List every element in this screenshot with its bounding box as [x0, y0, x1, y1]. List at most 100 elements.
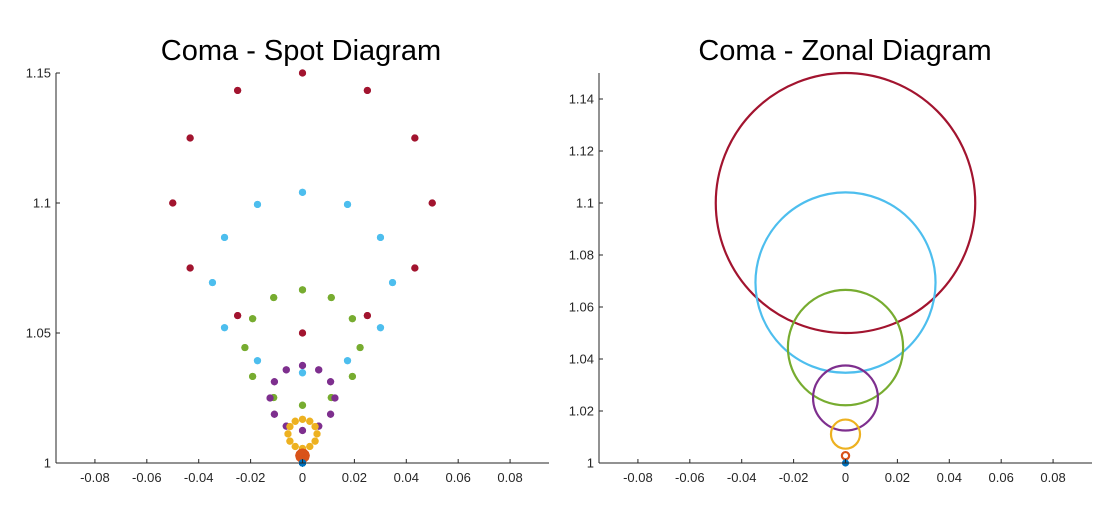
spot-point [297, 448, 305, 457]
zone-circle [754, 191, 937, 374]
spot-point [291, 442, 299, 451]
spot-point [266, 394, 274, 402]
spot-point [313, 430, 321, 438]
spot-point [249, 372, 257, 381]
zone-circle [829, 418, 862, 450]
spot-point [326, 410, 335, 418]
spot-x-tick-label: -0.08 [80, 470, 110, 485]
spot-diagram-title: Coma - Spot Diagram [161, 35, 441, 67]
spot-point [326, 378, 335, 386]
zonal-x-tick-label: 0.02 [885, 470, 910, 485]
spot-y-tick-label: 1.1 [33, 196, 51, 211]
spot-point [284, 430, 292, 438]
zonal-x-tick-label: 0 [842, 470, 849, 485]
spot-point [428, 199, 436, 207]
spot-point [270, 293, 278, 302]
spot-point [282, 366, 290, 374]
zonal-diagram-chart: Coma - Zonal Diagram -0.08 -0.06 -0.04 -0.0… [569, 35, 1092, 485]
zonal-x-tick-label: -0.02 [779, 470, 809, 485]
spot-point [411, 134, 419, 142]
spot-x-tick-label: -0.04 [184, 470, 214, 485]
zonal-y-tick-label: 1.12 [569, 144, 594, 159]
zonal-y-tick-label: 1 [587, 456, 594, 471]
spot-point [356, 343, 364, 352]
spot-y-tick-label: 1 [44, 456, 51, 471]
spot-point [298, 188, 307, 196]
spot-point [363, 86, 371, 95]
spot-diagram-ticks: -0.08 -0.06 -0.04 -0.02 0 0.02 0.04 0.06 0.08 1 1.… [26, 66, 523, 486]
zonal-x-tick-label: 0.06 [989, 470, 1014, 485]
spot-point [315, 366, 323, 374]
zone-circle [811, 364, 880, 432]
spot-point [298, 69, 307, 77]
zonal-y-tick-label: 1.1 [576, 196, 594, 211]
spot-y-tick-label: 1.15 [26, 66, 51, 81]
spot-point [234, 311, 242, 320]
zonal-diagram-ticks: -0.08 -0.06 -0.04 -0.02 0 0.02 0.04 0.06 0.08 1 1.… [569, 92, 1066, 486]
spot-point [348, 372, 356, 381]
spot-point [298, 415, 307, 423]
spot-diagram-points [169, 69, 436, 467]
zone-circle [786, 288, 905, 407]
spot-point [286, 423, 294, 431]
spot-point [298, 286, 307, 294]
spot-x-tick-label: 0.06 [446, 470, 471, 485]
spot-point [241, 343, 249, 352]
spot-point [306, 442, 314, 451]
zonal-x-tick-label: -0.04 [727, 470, 757, 485]
spot-x-tick-label: -0.02 [236, 470, 266, 485]
spot-point [253, 357, 262, 365]
spot-x-tick-label: -0.06 [132, 470, 162, 485]
spot-point [249, 315, 257, 323]
zonal-y-tick-label: 1.06 [569, 300, 594, 315]
spot-point [311, 423, 319, 431]
spot-point [270, 410, 279, 418]
spot-x-tick-label: 0 [299, 470, 306, 485]
spot-point [343, 357, 352, 365]
spot-point [298, 426, 307, 435]
zonal-x-tick-label: -0.08 [623, 470, 653, 485]
zonal-x-tick-label: 0.08 [1040, 470, 1065, 485]
spot-point [208, 278, 217, 287]
spot-point [348, 315, 356, 323]
spot-point [286, 437, 294, 445]
zonal-x-tick-label: 0.04 [937, 470, 962, 485]
spot-point [363, 311, 371, 320]
zonal-diagram-title: Coma - Zonal Diagram [698, 35, 991, 67]
spot-point [306, 417, 314, 425]
zone-circle [840, 450, 851, 461]
spot-point [331, 394, 339, 402]
spot-point [253, 200, 262, 209]
spot-diagram-chart: Coma - Spot Diagram -0.08 -0.06 -0.04 -0.02… [26, 35, 549, 485]
spot-point [388, 278, 397, 287]
spot-point [186, 264, 194, 272]
zonal-y-tick-label: 1.08 [569, 248, 594, 263]
spot-point [411, 264, 419, 272]
spot-point [376, 324, 385, 332]
zonal-diagram-circles [714, 71, 977, 467]
zone-circle [714, 71, 977, 335]
spot-point [234, 86, 242, 95]
spot-point [220, 324, 229, 332]
spot-point [270, 378, 279, 386]
zonal-y-tick-label: 1.02 [569, 404, 594, 419]
spot-point [169, 199, 177, 207]
spot-point [298, 401, 307, 409]
spot-point [298, 369, 307, 377]
spot-point [327, 293, 335, 302]
spot-point [291, 417, 299, 425]
zonal-y-tick-label: 1.14 [569, 92, 594, 107]
spot-point [311, 437, 319, 445]
spot-x-tick-label: 0.08 [497, 470, 522, 485]
spot-y-tick-label: 1.05 [26, 326, 51, 341]
zonal-y-tick-label: 1.04 [569, 352, 594, 367]
spot-point [220, 233, 229, 242]
spot-x-tick-label: 0.04 [394, 470, 419, 485]
spot-point [186, 134, 194, 142]
spot-point [376, 233, 385, 242]
spot-point [298, 361, 307, 370]
spot-point [343, 200, 352, 209]
zonal-x-tick-label: -0.06 [675, 470, 705, 485]
spot-x-tick-label: 0.02 [342, 470, 367, 485]
